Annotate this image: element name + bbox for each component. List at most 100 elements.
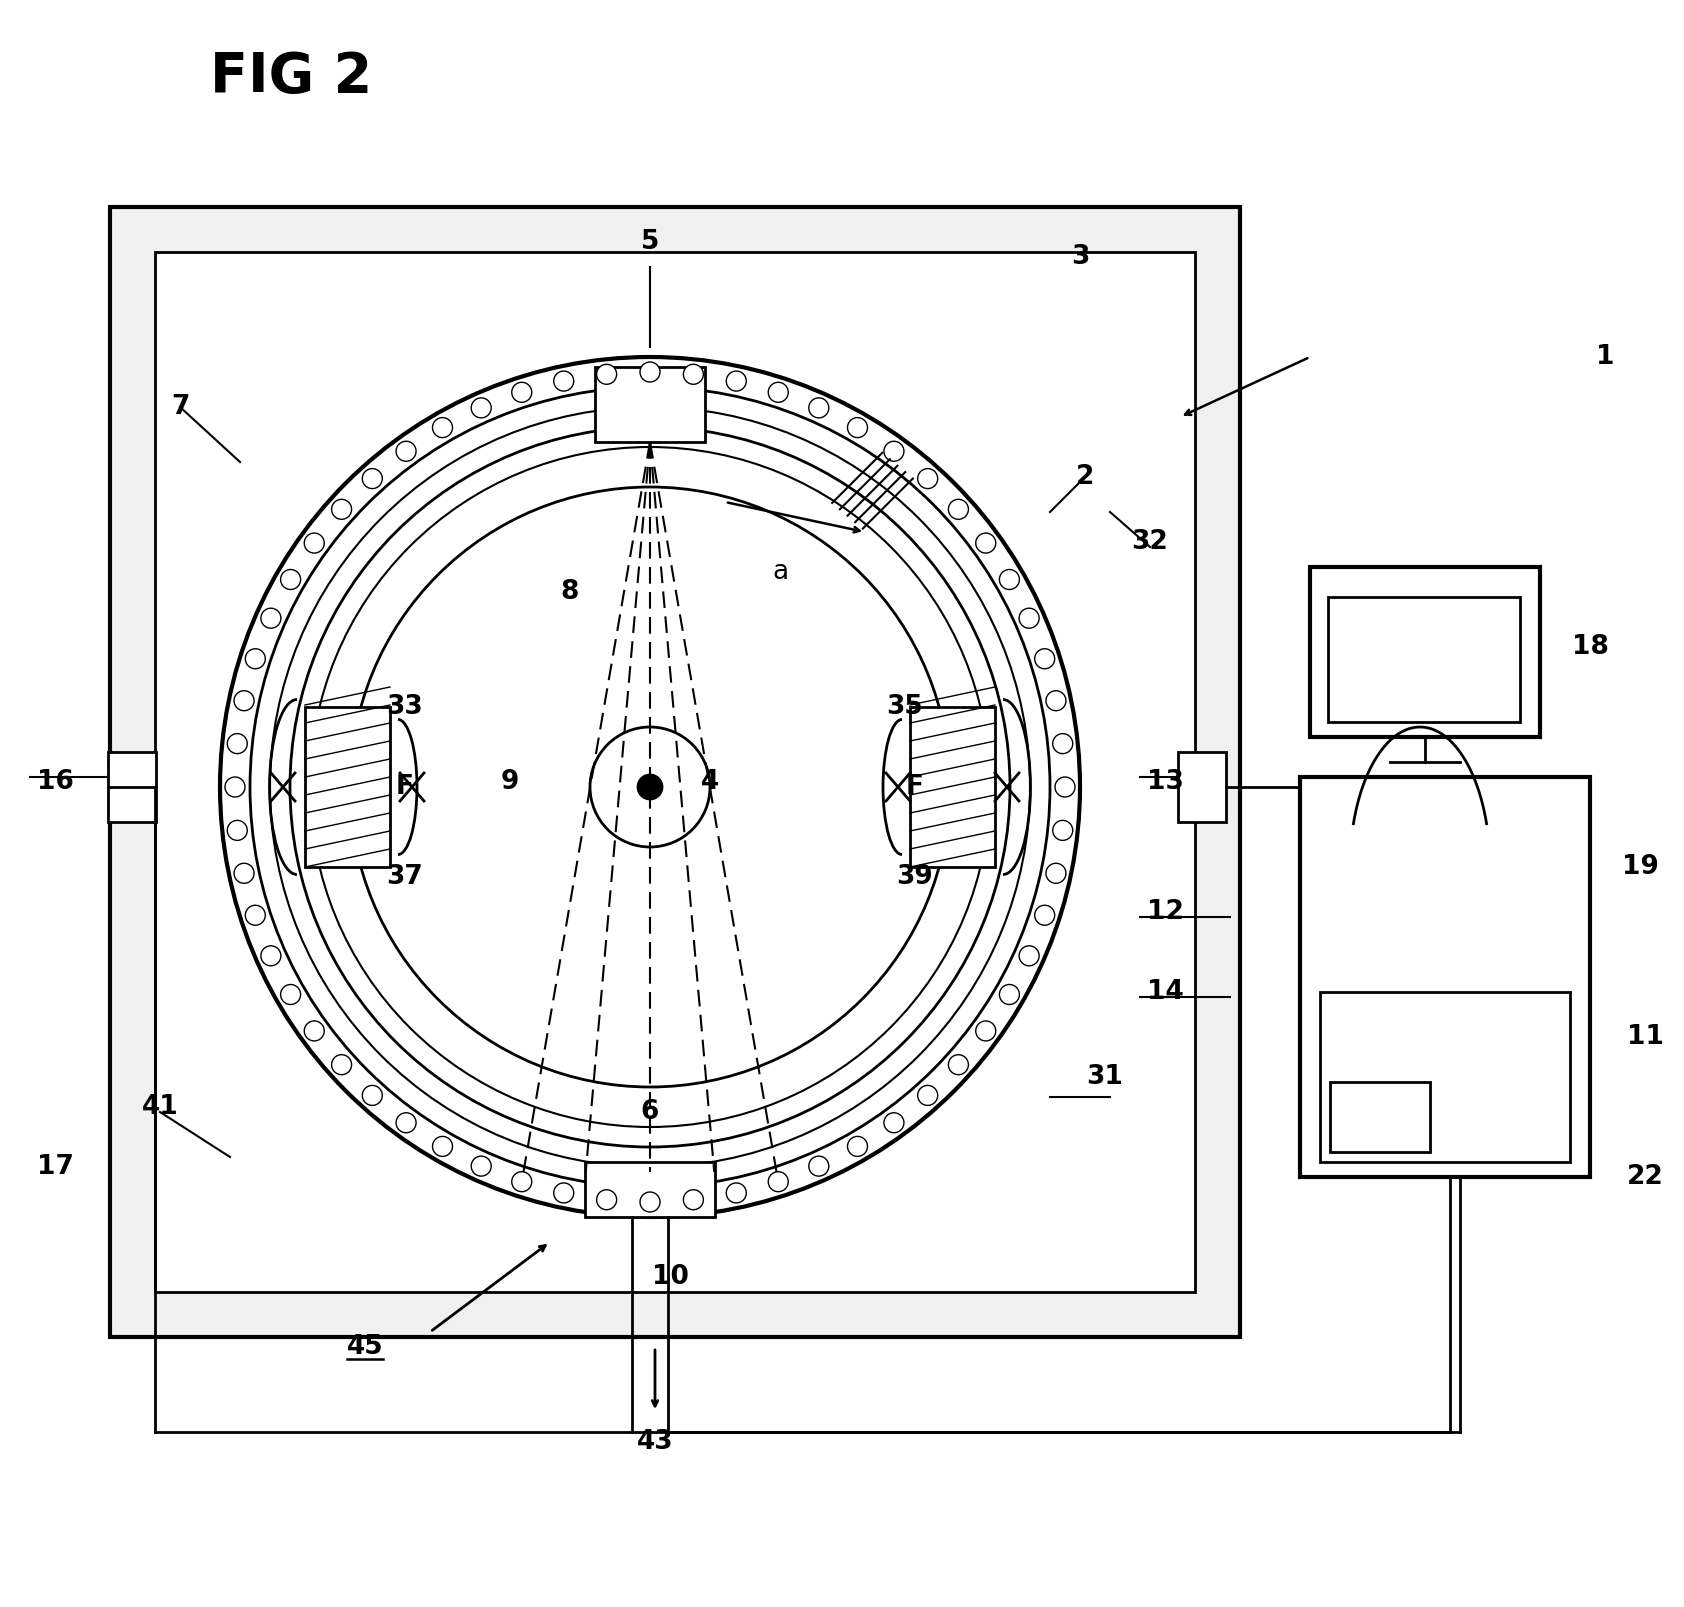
Bar: [594, 366, 706, 442]
Circle shape: [221, 357, 1079, 1216]
Circle shape: [396, 1112, 416, 1133]
Text: 13: 13: [1147, 770, 1184, 795]
Text: F: F: [906, 775, 925, 800]
Circle shape: [234, 863, 254, 884]
Circle shape: [433, 1136, 453, 1157]
Text: 37: 37: [387, 865, 423, 890]
Circle shape: [596, 1189, 616, 1210]
Circle shape: [281, 569, 301, 590]
Circle shape: [684, 1189, 704, 1210]
Circle shape: [640, 1192, 660, 1212]
Text: 33: 33: [387, 694, 423, 720]
Text: 45: 45: [347, 1334, 384, 1360]
Circle shape: [246, 905, 266, 926]
Text: 10: 10: [652, 1265, 689, 1290]
Text: 7: 7: [170, 394, 189, 419]
Circle shape: [332, 500, 352, 519]
Circle shape: [975, 534, 995, 553]
Circle shape: [227, 734, 248, 754]
Text: 39: 39: [896, 865, 933, 890]
Bar: [584, 1162, 716, 1216]
Circle shape: [975, 1020, 995, 1041]
Text: 3: 3: [1071, 244, 1090, 270]
Circle shape: [884, 442, 904, 461]
Circle shape: [554, 371, 574, 391]
Circle shape: [768, 382, 788, 402]
Bar: [909, 707, 995, 868]
Circle shape: [261, 607, 281, 628]
Circle shape: [684, 365, 704, 384]
Circle shape: [1052, 821, 1073, 840]
Circle shape: [808, 399, 829, 418]
Bar: [109, 207, 1239, 1337]
Circle shape: [948, 500, 968, 519]
Circle shape: [999, 985, 1019, 1004]
Text: 5: 5: [642, 230, 658, 256]
Circle shape: [305, 1020, 325, 1041]
Circle shape: [281, 985, 301, 1004]
Circle shape: [640, 362, 660, 382]
Circle shape: [847, 418, 867, 437]
Circle shape: [1054, 778, 1074, 797]
Circle shape: [362, 469, 382, 489]
Circle shape: [226, 778, 244, 797]
Bar: [155, 252, 1196, 1292]
Text: F: F: [396, 775, 414, 800]
Circle shape: [332, 1054, 352, 1075]
Circle shape: [512, 382, 532, 402]
Bar: [1310, 567, 1539, 738]
Circle shape: [433, 418, 453, 437]
Circle shape: [1019, 947, 1039, 966]
Circle shape: [512, 1172, 532, 1192]
Circle shape: [554, 1183, 574, 1204]
Text: 35: 35: [886, 694, 923, 720]
Bar: [305, 707, 391, 868]
Text: 12: 12: [1147, 898, 1184, 926]
Circle shape: [246, 649, 266, 669]
Circle shape: [1052, 734, 1073, 754]
Circle shape: [249, 387, 1051, 1188]
Text: 11: 11: [1627, 1024, 1664, 1049]
Circle shape: [726, 1183, 746, 1204]
Text: 8: 8: [561, 579, 579, 604]
Bar: [1320, 992, 1569, 1162]
Text: FIG 2: FIG 2: [210, 50, 372, 104]
Text: 1: 1: [1596, 344, 1615, 370]
Text: 41: 41: [141, 1094, 179, 1120]
Circle shape: [1046, 863, 1066, 884]
Circle shape: [396, 442, 416, 461]
Circle shape: [1019, 607, 1039, 628]
Circle shape: [847, 1136, 867, 1157]
Text: 31: 31: [1086, 1064, 1123, 1090]
Circle shape: [472, 1155, 492, 1176]
Text: 22: 22: [1627, 1163, 1664, 1191]
Text: 16: 16: [37, 770, 74, 795]
Circle shape: [918, 469, 938, 489]
Text: 18: 18: [1571, 635, 1608, 660]
Bar: [1329, 596, 1521, 722]
Text: a: a: [771, 559, 788, 585]
Circle shape: [310, 447, 990, 1127]
Circle shape: [768, 1172, 788, 1192]
Text: 6: 6: [642, 1099, 658, 1125]
Text: 9: 9: [500, 770, 519, 795]
Circle shape: [227, 821, 248, 840]
Bar: [1300, 778, 1590, 1176]
Circle shape: [999, 569, 1019, 590]
Circle shape: [1034, 905, 1054, 926]
Text: 14: 14: [1147, 979, 1184, 1004]
Circle shape: [305, 534, 325, 553]
Text: 2: 2: [1076, 464, 1095, 490]
Circle shape: [596, 365, 616, 384]
Circle shape: [472, 399, 492, 418]
Circle shape: [350, 487, 950, 1086]
Circle shape: [918, 1085, 938, 1106]
Circle shape: [1034, 649, 1054, 669]
Bar: [1330, 1082, 1430, 1152]
Circle shape: [261, 947, 281, 966]
Bar: [1179, 752, 1226, 823]
Circle shape: [726, 371, 746, 391]
Circle shape: [948, 1054, 968, 1075]
Circle shape: [234, 691, 254, 710]
Circle shape: [638, 775, 662, 799]
